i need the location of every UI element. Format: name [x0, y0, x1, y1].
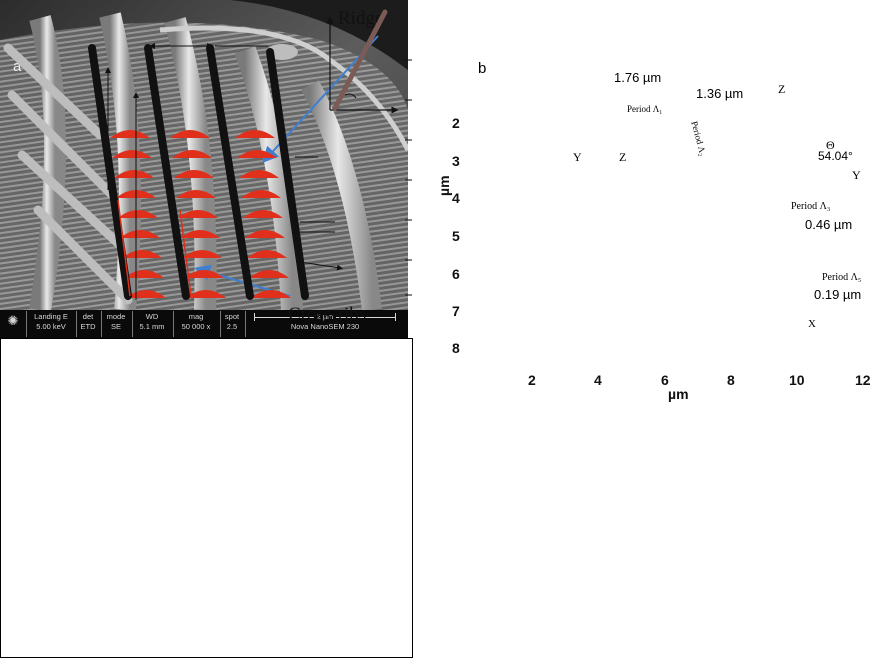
period-lambda5-value: 0.19 µm [814, 287, 862, 302]
dim-label-176: 1.76 µm [614, 70, 662, 85]
wd-label: WD [145, 312, 159, 321]
spot-value: 2.5 [226, 322, 238, 331]
scale-bar: 2 µm [250, 312, 400, 322]
axis-ticks [405, 59, 412, 296]
x-tick-6: 6 [661, 372, 669, 388]
instrument-name: Nova NanoSEM 230 [290, 322, 360, 331]
y-tick-4: 4 [452, 190, 460, 206]
panel-b-letter: b [478, 60, 487, 77]
x-tick-2: 2 [528, 372, 536, 388]
mag-value: 50 000 x [181, 322, 211, 331]
x-tick-8: 8 [727, 372, 735, 388]
shadow-ridges [3, 43, 133, 305]
y-tick-6: 6 [452, 266, 460, 282]
x-tick-10: 10 [789, 372, 805, 388]
spot-label: spot [224, 312, 240, 321]
tilt-inset [326, 9, 399, 114]
axis-y-letter: Y [573, 150, 582, 164]
period-lambda3-label: Period Λ₃ [791, 201, 831, 212]
red-lamellae [110, 130, 291, 298]
det-label: det [82, 312, 94, 321]
y-tick-2: 2 [452, 115, 460, 131]
crossribs-label: Cross-ribs [288, 304, 367, 325]
axis-z-letter: Z [619, 150, 627, 164]
ridge-label: Ridge [338, 8, 384, 29]
mag-label: mag [188, 312, 204, 321]
x-tick-12: 12 [855, 372, 871, 388]
landing-value: 5.00 keV [36, 322, 66, 331]
y-tick-3: 3 [452, 153, 460, 169]
axis-x-arrow [299, 261, 343, 271]
x-tick-4: 4 [594, 372, 602, 388]
landing-label: Landing E [34, 312, 68, 321]
period-lambda3-value: 0.46 µm [805, 217, 853, 232]
mode-label: mode [106, 312, 126, 321]
panel-a-letter: a [13, 58, 22, 75]
dim-label-136: 1.36 µm [696, 86, 744, 101]
axis-x-letter: X [808, 318, 816, 330]
inset-z-letter: Z [778, 82, 786, 96]
ridge-model-svg [3, 9, 412, 305]
sem-image [0, 0, 408, 338]
y-tick-7: 7 [452, 303, 460, 319]
x-axis-unit: µm [668, 386, 689, 402]
period-lambda5-label: Period Λ₅ [822, 272, 862, 283]
sem-micrograph: ✺ Landing E 5.00 keV det ETD mode SE WD … [0, 0, 408, 338]
inset-y-letter: Y [852, 168, 861, 182]
mode-value: SE [110, 322, 121, 331]
inset-angle-value: 54.04° [818, 149, 853, 163]
fei-logo-icon: ✺ [7, 313, 19, 328]
ridge-ladder [117, 199, 192, 297]
det-value: ETD [80, 322, 96, 331]
period-lambda1-label: Period Λ₁ [627, 104, 663, 114]
black-ridges [88, 44, 309, 300]
wd-value: 5.1 mm [139, 322, 165, 331]
y-tick-5: 5 [452, 228, 460, 244]
y-axis-unit: µm [436, 175, 452, 196]
scale-bar-label: 2 µm [313, 312, 337, 321]
sem-info-bar: ✺ Landing E 5.00 keV det ETD mode SE WD … [0, 310, 408, 338]
y-tick-8: 8 [452, 340, 460, 356]
inset-theta-symbol: Θ [826, 138, 835, 152]
